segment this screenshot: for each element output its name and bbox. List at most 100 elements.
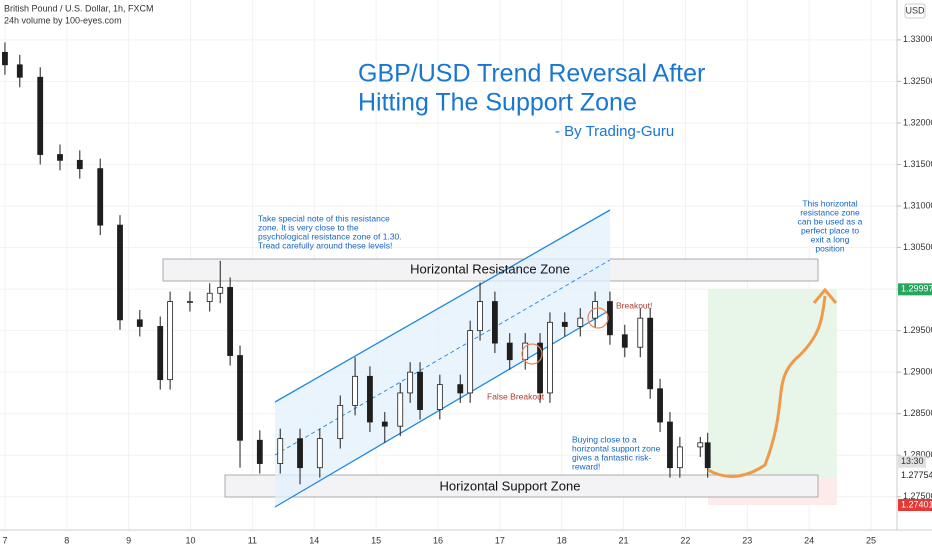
candle-body xyxy=(352,375,358,406)
candle-body xyxy=(676,446,683,469)
candle-body xyxy=(76,159,83,170)
axes: 1.275001.280001.285001.290001.295001.300… xyxy=(2,34,932,545)
x-tick-label: 23 xyxy=(742,535,752,545)
candle-body xyxy=(637,317,644,348)
x-tick-label: 22 xyxy=(680,535,690,545)
candle-body xyxy=(547,321,553,394)
profit-zone xyxy=(708,289,837,477)
x-tick-label: 8 xyxy=(64,535,69,545)
support-label: Horizontal Support Zone xyxy=(440,478,581,493)
candle-body xyxy=(457,384,464,394)
x-tick-label: 7 xyxy=(2,535,7,545)
candle-body xyxy=(397,392,404,427)
support-zone xyxy=(224,474,819,498)
note-line: Tread carefully around these levels! xyxy=(258,240,392,250)
candle-body xyxy=(561,321,568,327)
price-badge-label: 1.29997 xyxy=(901,284,932,294)
y-tick-label: 1.28000 xyxy=(903,450,932,460)
x-tick-label: 14 xyxy=(309,535,319,545)
price-badge-label: 1.27754 xyxy=(901,470,932,480)
candle-body xyxy=(647,317,654,390)
x-tick-label: 9 xyxy=(126,535,131,545)
channel-upper xyxy=(274,209,611,403)
candle-body xyxy=(37,76,44,155)
notes: Take special note of this resistancezone… xyxy=(258,198,863,471)
candles xyxy=(2,42,711,485)
candle-body xyxy=(436,384,443,410)
projection-arrow xyxy=(707,295,827,478)
x-tick-label: 11 xyxy=(248,535,257,545)
note-line: exit a long xyxy=(811,234,850,244)
x-tick-label: 15 xyxy=(371,535,381,545)
candle-body xyxy=(417,371,423,410)
candle-body xyxy=(16,64,23,78)
candle-body xyxy=(297,438,303,469)
candle-body xyxy=(157,326,164,381)
note-line: resistance zone xyxy=(800,207,860,217)
candle-body xyxy=(467,330,474,394)
price-badge xyxy=(898,469,932,482)
note-line: Take special note of this resistance xyxy=(258,213,390,223)
title-line: Hitting The Support Zone xyxy=(358,89,637,117)
candle-body xyxy=(381,421,388,427)
note-line: perfect place to xyxy=(801,225,859,235)
note-line: horizontal support zone xyxy=(572,443,661,453)
note-line: psychological resistance zone of 1.30. xyxy=(258,231,402,241)
candle-body xyxy=(237,355,243,441)
breakout-circle xyxy=(587,307,609,329)
candle-body xyxy=(537,342,543,394)
candle-body xyxy=(577,317,584,327)
title-line: GBP/USD Trend Reversal After xyxy=(358,60,705,88)
candle-body xyxy=(657,388,663,423)
candle-body xyxy=(227,287,234,356)
note-line: This horizontal xyxy=(802,198,857,208)
resistance-label: Horizontal Resistance Zone xyxy=(410,261,570,276)
note-line: position xyxy=(815,243,845,253)
price-badge xyxy=(898,498,932,511)
x-tick-label: 18 xyxy=(557,535,567,545)
candle-body xyxy=(697,442,704,448)
candle-body xyxy=(57,154,63,161)
candle-body xyxy=(704,442,711,469)
y-tick-label: 1.28500 xyxy=(903,408,932,418)
y-tick-label: 1.31000 xyxy=(903,200,932,210)
candle-body xyxy=(187,301,193,303)
source: 24h volume by 100-eyes.com xyxy=(4,15,122,25)
false-breakout-circle xyxy=(521,343,543,365)
currency-box xyxy=(904,3,926,19)
candle-body xyxy=(256,439,263,464)
y-tick-label: 1.30500 xyxy=(903,242,932,252)
candle-body xyxy=(667,421,673,469)
candle-body xyxy=(136,319,143,327)
y-tick-label: 1.31500 xyxy=(903,159,932,169)
breakout-label: Breakout! xyxy=(616,300,652,310)
symbol: British Pound / U.S. Dollar, 1h, FXCM xyxy=(4,3,154,13)
candle-body xyxy=(217,287,224,294)
candle-body xyxy=(316,438,323,469)
y-tick-label: 1.33000 xyxy=(903,34,932,44)
currency: USD xyxy=(905,5,925,15)
candle-body xyxy=(206,292,213,302)
x-tick-label: 16 xyxy=(433,535,443,545)
candle-body xyxy=(97,168,104,226)
candle-body xyxy=(337,404,344,440)
arrow-head xyxy=(812,287,838,304)
y-tick-label: 1.29500 xyxy=(903,325,932,335)
candle-body xyxy=(117,224,123,321)
x-tick-label: 21 xyxy=(619,535,629,545)
candle-body xyxy=(491,301,498,344)
candle-body xyxy=(167,301,174,381)
candle-body xyxy=(621,334,628,348)
candle-body xyxy=(367,375,373,423)
note-line: can be used as a xyxy=(798,216,863,226)
price-badge-label: 1.27401 xyxy=(901,499,932,509)
x-tick-label: 24 xyxy=(804,535,814,545)
y-tick-label: 1.32000 xyxy=(903,117,932,127)
subtitle: - By Trading-Guru xyxy=(555,123,674,140)
x-tick-label: 10 xyxy=(186,535,196,545)
candle-body xyxy=(2,51,8,66)
countdown: 13:30 xyxy=(901,456,924,466)
candle-body xyxy=(477,301,483,332)
channel-mid xyxy=(274,259,611,456)
